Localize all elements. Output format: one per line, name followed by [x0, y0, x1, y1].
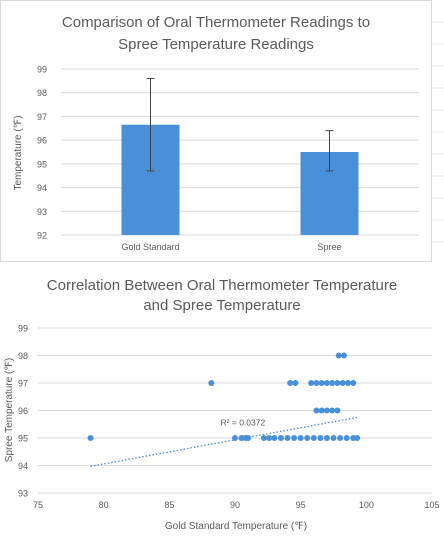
scatter-point [313, 380, 320, 386]
bar-ytick-label: 95 [37, 159, 47, 169]
bar-ytick-label: 96 [37, 136, 47, 146]
scatter-point [334, 380, 341, 386]
scatter-point [292, 380, 299, 386]
scatter-point [335, 352, 342, 359]
scatter-point [271, 435, 278, 441]
scatter-xtick-label: 80 [99, 500, 109, 510]
scatter-ytick-label: 96 [18, 406, 28, 416]
scatter-ytick-label: 97 [18, 379, 28, 389]
scatter-ytick-label: 94 [18, 461, 28, 471]
scatter-point [339, 380, 346, 386]
scatter-point [245, 435, 252, 441]
scatter-point [287, 380, 294, 386]
scatter-point [329, 380, 336, 386]
scatter-point [350, 380, 357, 386]
trendline-r2-label: R² = 0.0372 [221, 418, 266, 428]
scatter-point [313, 407, 320, 414]
scatter-point [308, 380, 315, 386]
scatter-point [323, 407, 330, 414]
bar-category-label: Spree [317, 242, 341, 252]
scatter-xtick-label: 95 [296, 500, 306, 510]
scatter-ytick-label: 95 [18, 434, 28, 444]
scatter-chart-panel[interactable]: Correlation Between Oral Thermometer Tem… [0, 268, 444, 536]
scatter-point [232, 435, 238, 441]
bar-chart-ylabel: Temperature (℉) [13, 115, 24, 190]
scatter-point [337, 435, 344, 441]
scatter-ytick-label: 93 [18, 489, 28, 499]
scatter-point [87, 435, 94, 441]
scatter-chart-title-line1: Correlation Between Oral Thermometer Tem… [46, 277, 398, 294]
scatter-point [266, 435, 273, 441]
scatter-point [323, 435, 330, 441]
scatter-point [323, 380, 330, 386]
scatter-point [297, 435, 304, 441]
scatter-xtick-label: 90 [230, 500, 240, 510]
bar-ytick-label: 94 [37, 183, 47, 193]
scatter-point [318, 407, 325, 414]
scatter-point [260, 435, 267, 441]
scatter-xtick-label: 85 [164, 500, 174, 510]
scatter-point [343, 435, 350, 441]
bar-chart-svg: Temperature (℉) 92 93 94 95 96 97 98 99 Gold Sta… [13, 65, 419, 252]
scatter-point [341, 352, 348, 359]
scatter-chart-title-line2: and Spree Temperature [143, 297, 301, 314]
scatter-xtick-label: 75 [33, 500, 43, 510]
scatter-point [344, 380, 351, 386]
scatter-point [317, 435, 324, 441]
scatter-point [208, 380, 215, 386]
scatter-point [318, 380, 325, 386]
scatter-xtick-label: 100 [359, 500, 374, 510]
scatter-xtick-label: 105 [424, 500, 439, 510]
scatter-point [277, 435, 284, 441]
bar-ytick-label: 98 [37, 88, 47, 98]
bar-chart-title-line1: Comparison of Oral Thermometer Readings … [61, 14, 371, 31]
scatter-point [291, 435, 298, 441]
scatter-chart-svg: Spree Temperature (℉) Gold Standard Temp… [4, 324, 440, 533]
bar-ytick-label: 97 [37, 112, 47, 122]
scatter-point [354, 435, 361, 441]
bar-ytick-label: 99 [37, 65, 47, 75]
scatter-chart-ylabel: Spree Temperature (℉) [4, 358, 15, 462]
scatter-point [329, 407, 336, 414]
scatter-point [334, 407, 341, 414]
scatter-point [330, 435, 337, 441]
scatter-point [310, 435, 317, 441]
bar-ytick-label: 93 [37, 207, 47, 217]
scatter-ytick-label: 99 [18, 324, 28, 334]
bar-chart-panel[interactable]: Comparison of Oral Thermometer Readings … [0, 0, 432, 262]
bar-chart-title-line2: Spree Temperature Readings [118, 36, 314, 53]
scatter-point [304, 435, 311, 441]
bar-ytick-label: 92 [37, 231, 47, 241]
bar-category-label: Gold Standard [121, 242, 179, 252]
scatter-ytick-label: 98 [18, 351, 28, 361]
scatter-point [284, 435, 291, 441]
scatter-chart-xlabel: Gold Standard Temperature (℉) [165, 521, 307, 532]
